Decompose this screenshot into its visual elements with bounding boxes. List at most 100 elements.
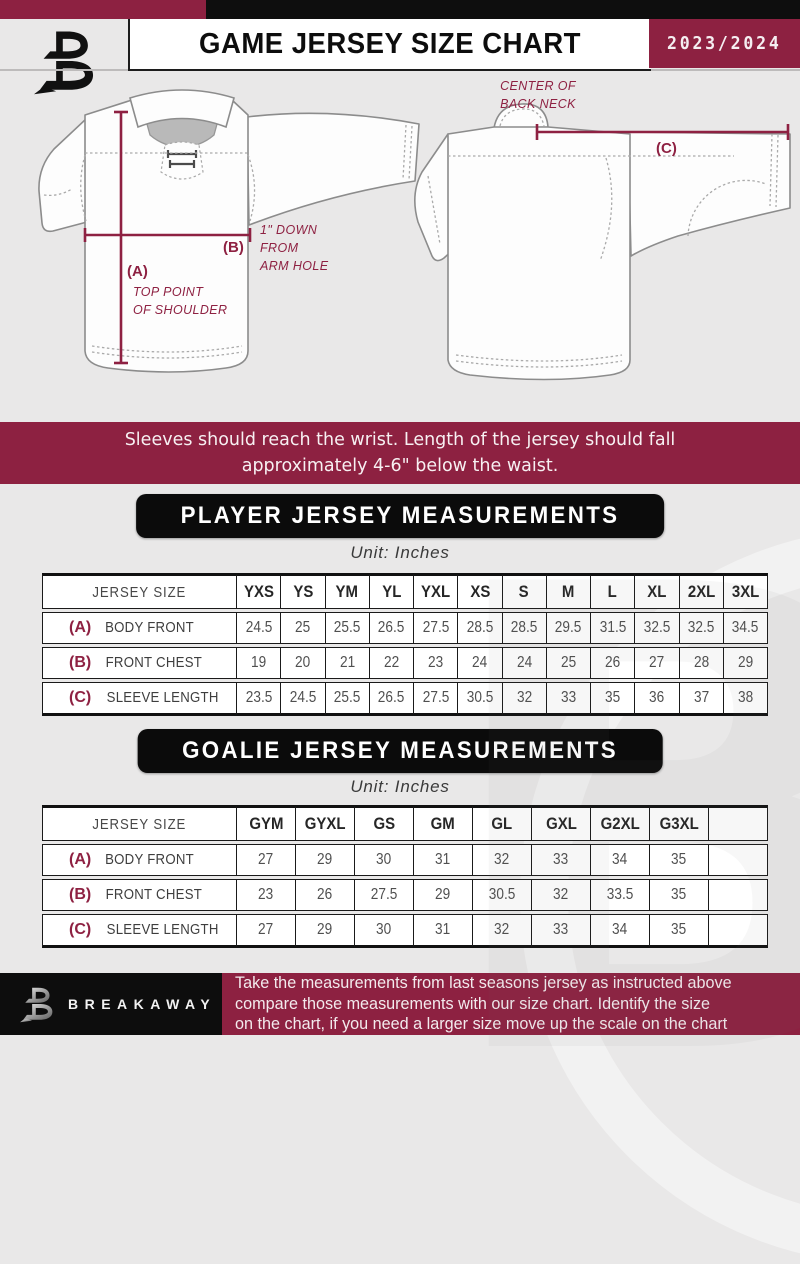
measurement-value-cell: 27.5 — [414, 682, 459, 716]
measurement-row: (C) SLEEVE LENGTH 23.5 24.5 25.5 26.5 27.5 30.5… — [42, 682, 768, 716]
front-laces — [166, 150, 198, 168]
measurement-value-cell: 32 — [473, 914, 532, 948]
measurement-value-cell: 34 — [591, 914, 650, 948]
measurement-value-cell: 27 — [237, 844, 296, 876]
size-header-row: JERSEY SIZE YXS YS YM YL YXL XS S M L XL 2XL 3XL — [42, 573, 768, 609]
measurement-value-cell: 28.5 — [502, 612, 547, 644]
size-column-header: GYXL — [296, 805, 355, 841]
size-column-header: XL — [635, 573, 680, 609]
size-column-header: M — [546, 573, 591, 609]
size-column-header: G2XL — [591, 805, 650, 841]
measurement-value-cell: 33 — [532, 844, 591, 876]
fit-note-line1: Sleeves should reach the wrist. Length o… — [124, 429, 676, 450]
measurement-value-cell: 23 — [414, 647, 459, 679]
measurement-value-cell: 27 — [237, 914, 296, 948]
measurement-line-a — [114, 110, 128, 365]
measurement-value-cell: 32 — [532, 879, 591, 911]
measurement-row: (A) BODY FRONT 27 29 30 31 32 33 34 35 — [42, 844, 768, 876]
measurement-row-label: (C) SLEEVE LENGTH — [42, 914, 237, 948]
label-b: (B) — [223, 239, 244, 256]
measurement-row: (B) FRONT CHEST 23 26 27.5 29 30.5 32 33.5 35 — [42, 879, 768, 911]
measurement-line-b — [83, 228, 252, 242]
measurement-value-cell: 28 — [679, 647, 724, 679]
measurement-value-cell: 35 — [650, 844, 709, 876]
label-a: (A) — [127, 263, 148, 280]
front-right-sleeve — [246, 112, 420, 226]
measurement-value-cell — [709, 879, 768, 911]
measurement-value-cell: 30 — [355, 844, 414, 876]
note-c-line1: CENTER OF — [500, 79, 577, 93]
measurement-value-cell: 30 — [355, 914, 414, 948]
size-column-header: 2XL — [679, 573, 724, 609]
note-c-line2: BACK NECK — [500, 97, 576, 111]
measurement-value-cell: 28.5 — [458, 612, 503, 644]
player-size-table: JERSEY SIZE YXS YS YM YL YXL XS S M L XL 2XL 3XL (A) B… — [42, 570, 768, 719]
top-strip-black — [206, 0, 800, 19]
back-body — [447, 126, 631, 381]
measurement-value-cell: 35 — [591, 682, 636, 716]
measurement-value-cell: 33 — [546, 682, 591, 716]
measurement-line-c — [535, 124, 790, 140]
footer-note-line1: Take the measurements from last seasons … — [235, 974, 732, 993]
measurement-value-cell: 35 — [650, 879, 709, 911]
measurement-value-cell: 20 — [281, 647, 326, 679]
jersey-size-corner-label: JERSEY SIZE — [42, 805, 237, 841]
measurement-value-cell: 32 — [473, 844, 532, 876]
jersey-back-diagram: CENTER OF BACK NECK (C) — [414, 79, 791, 381]
size-header-row: JERSEY SIZE GYM GYXL GS GM GL GXL G2XL G3XL — [42, 805, 768, 841]
footer-note-line2: compare those measurements with our size… — [235, 994, 711, 1013]
measurement-row: (C) SLEEVE LENGTH 27 29 30 31 32 33 34 35 — [42, 914, 768, 948]
note-b-line2: FROM — [260, 241, 299, 255]
measurement-row-label: (A) BODY FRONT — [42, 844, 237, 876]
measurement-value-cell: 27.5 — [355, 879, 414, 911]
jersey-front-diagram: (B) 1" DOWN FROM ARM HOLE (A) TOP POINT … — [38, 89, 420, 373]
size-column-header: YM — [325, 573, 370, 609]
measurement-value-cell: 25 — [281, 612, 326, 644]
note-a-line1: TOP POINT — [133, 285, 204, 299]
measurement-value-cell: 25.5 — [325, 682, 370, 716]
measurement-row: (B) FRONT CHEST 19 20 21 22 23 24 24 25 26 27 28 29 — [42, 647, 768, 679]
measurement-value-cell: 29 — [414, 879, 473, 911]
size-column-header: GXL — [532, 805, 591, 841]
measurement-value-cell: 24 — [502, 647, 547, 679]
measurement-value-cell: 34 — [591, 844, 650, 876]
measurement-row: (A) BODY FRONT 24.5 25 25.5 26.5 27.5 28.5 28.5 2… — [42, 612, 768, 644]
measurement-value-cell: 27 — [635, 647, 680, 679]
measurement-value-cell: 19 — [237, 647, 282, 679]
season-badge: 2023/2024 — [649, 19, 800, 68]
player-heading-text: PLAYER JERSEY MEASUREMENTS — [180, 502, 620, 529]
back-seams — [427, 108, 779, 368]
back-right-sleeve — [627, 131, 791, 257]
measurement-row-label: (A) BODY FRONT — [42, 612, 237, 644]
size-column-header: GL — [473, 805, 532, 841]
measurement-value-cell: 32 — [502, 682, 547, 716]
front-left-sleeve — [38, 118, 88, 233]
goalie-unit-label: Unit: Inches — [350, 777, 450, 796]
note-b-line3: ARM HOLE — [259, 259, 329, 273]
page-title: GAME JERSEY SIZE CHART — [128, 19, 651, 71]
footer: BREAKAWAY Take the measurements from las… — [0, 973, 800, 1035]
measurement-value-cell: 37 — [679, 682, 724, 716]
breakaway-b-logo-footer — [20, 987, 53, 1023]
size-column-header: YXS — [237, 573, 282, 609]
measurement-row-label: (B) FRONT CHEST — [42, 647, 237, 679]
measurement-value-cell: 31 — [414, 914, 473, 948]
season-text: 2023/2024 — [667, 33, 782, 54]
measurement-value-cell: 33 — [532, 914, 591, 948]
goalie-heading-text: GOALIE JERSEY MEASUREMENTS — [182, 737, 618, 764]
size-column-header: L — [591, 573, 636, 609]
size-column-header: GYM — [237, 805, 296, 841]
footer-note-line3: on the chart, if you need a larger size … — [235, 1015, 728, 1034]
size-column-header: GS — [355, 805, 414, 841]
footer-brand: BREAKAWAY — [0, 973, 222, 1035]
size-column-header: GM — [414, 805, 473, 841]
measurement-value-cell: 31.5 — [591, 612, 636, 644]
measurement-value-cell: 31 — [414, 844, 473, 876]
measurement-value-cell: 29 — [296, 914, 355, 948]
measurement-value-cell: 30.5 — [473, 879, 532, 911]
measurement-value-cell: 22 — [369, 647, 414, 679]
measurement-value-cell: 32.5 — [635, 612, 680, 644]
label-c: (C) — [656, 140, 677, 157]
note-a-line2: OF SHOULDER — [133, 303, 227, 317]
note-b-line1: 1" DOWN — [260, 223, 318, 237]
